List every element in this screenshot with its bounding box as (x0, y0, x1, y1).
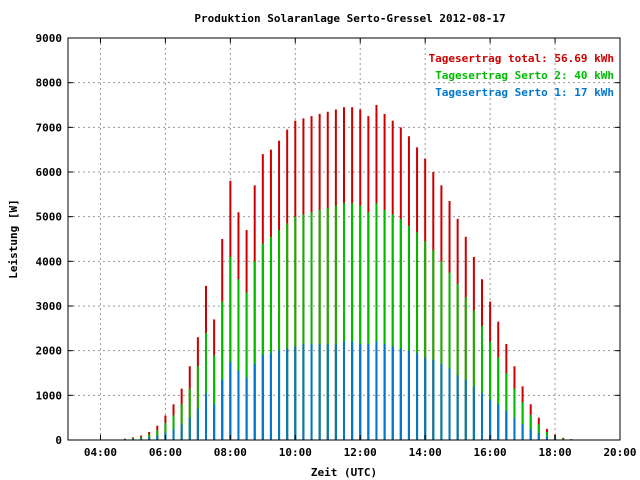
x-tick-label: 14:00 (409, 446, 442, 459)
x-tick-label: 04:00 (84, 446, 117, 459)
y-tick-label: 2000 (36, 345, 63, 358)
x-tick-label: 16:00 (474, 446, 507, 459)
x-tick-label: 08:00 (214, 446, 247, 459)
x-tick-label: 20:00 (603, 446, 636, 459)
y-tick-label: 9000 (36, 32, 63, 45)
y-tick-label: 6000 (36, 166, 63, 179)
y-tick-label: 4000 (36, 255, 63, 268)
y-tick-label: 8000 (36, 77, 63, 90)
y-tick-label: 0 (55, 434, 62, 447)
y-tick-label: 7000 (36, 121, 63, 134)
y-tick-label: 5000 (36, 211, 63, 224)
x-axis-label: Zeit (UTC) (311, 466, 377, 479)
x-tick-label: 12:00 (344, 446, 377, 459)
x-tick-label: 06:00 (149, 446, 182, 459)
chart-title: Produktion Solaranlage Serto-Gressel 201… (194, 12, 505, 25)
legend-entry: Tagesertrag Serto 2: 40 kWh (435, 69, 614, 82)
x-tick-label: 18:00 (538, 446, 571, 459)
plot-frame (67, 37, 621, 441)
legend: Tagesertrag total: 56.69 kWh Tagesertrag … (429, 52, 614, 99)
y-tick-label: 3000 (36, 300, 63, 313)
y-tick-label: 1000 (36, 389, 63, 402)
axis-ticks: 0 1000 2000 3000 4000 5000 6000 7000 8000 9000 04:… (36, 32, 637, 459)
bar-series (123, 105, 573, 440)
legend-entry: Tagesertrag Serto 1: 17 kWh (435, 86, 614, 99)
x-tick-label: 10:00 (279, 446, 312, 459)
legend-entry: Tagesertrag total: 56.69 kWh (429, 52, 614, 65)
y-axis-label: Leistung [W] (7, 199, 20, 278)
